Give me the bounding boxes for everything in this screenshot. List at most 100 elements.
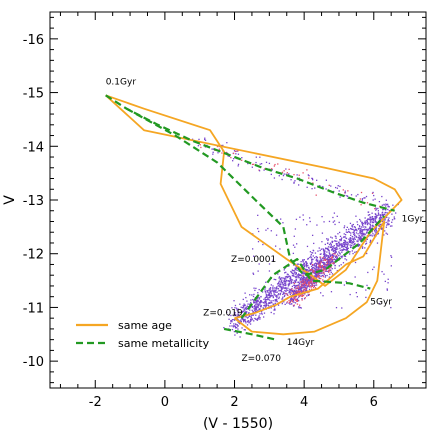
data-point — [384, 230, 386, 232]
data-point — [351, 226, 354, 228]
data-point — [358, 244, 361, 246]
data-point — [315, 269, 317, 272]
data-point — [265, 305, 267, 307]
data-point — [310, 281, 312, 283]
data-point — [327, 246, 330, 248]
series-line-3 — [126, 107, 386, 277]
data-point — [230, 320, 232, 322]
data-point — [294, 286, 296, 288]
data-point — [253, 308, 255, 310]
data-point — [282, 283, 285, 286]
data-point — [355, 215, 357, 217]
data-point — [226, 142, 228, 144]
data-point — [349, 238, 351, 240]
data-point — [233, 319, 236, 321]
data-point — [259, 163, 261, 165]
data-point — [304, 297, 306, 299]
data-point — [391, 213, 393, 215]
data-point — [242, 307, 244, 309]
data-point — [259, 318, 261, 320]
data-point — [268, 162, 271, 165]
data-point — [275, 288, 277, 290]
data-point — [308, 281, 310, 284]
data-point — [305, 280, 307, 282]
data-point — [276, 286, 278, 288]
data-point — [352, 223, 355, 226]
data-point — [221, 152, 223, 154]
data-point — [262, 243, 264, 246]
data-point — [323, 252, 325, 254]
data-point — [296, 174, 298, 176]
data-point — [332, 246, 334, 248]
data-point — [314, 271, 317, 273]
data-point — [273, 291, 275, 294]
data-point — [302, 219, 305, 221]
data-point — [236, 315, 238, 318]
data-point — [296, 284, 299, 287]
data-point — [264, 168, 266, 170]
data-point — [244, 329, 246, 331]
data-point — [347, 247, 349, 249]
data-point — [254, 304, 256, 307]
data-point — [316, 224, 318, 226]
data-point — [312, 281, 315, 283]
data-point — [306, 186, 308, 188]
data-point — [314, 282, 316, 284]
data-point — [288, 290, 291, 293]
data-point — [366, 202, 369, 204]
annotation: 1Gyr — [402, 214, 424, 224]
data-point — [329, 273, 331, 275]
data-point — [259, 156, 261, 158]
data-point — [295, 272, 297, 275]
data-point — [385, 203, 387, 205]
data-point — [251, 309, 253, 311]
data-point — [318, 277, 320, 280]
data-point — [371, 218, 373, 220]
data-point — [391, 225, 393, 227]
data-point — [354, 243, 356, 245]
data-point — [360, 226, 363, 228]
data-point — [293, 181, 295, 183]
data-point — [323, 265, 326, 267]
data-point — [381, 227, 383, 229]
data-point — [356, 240, 358, 242]
data-point — [285, 289, 288, 291]
data-point — [320, 268, 322, 270]
data-point — [309, 269, 312, 272]
data-point — [244, 292, 246, 294]
data-point — [234, 326, 237, 328]
data-point — [302, 281, 305, 283]
data-point — [297, 290, 299, 293]
data-point — [308, 279, 310, 282]
data-point — [360, 235, 362, 238]
data-point — [272, 285, 274, 287]
data-point — [330, 257, 333, 259]
data-point — [256, 306, 258, 308]
data-point — [384, 219, 386, 221]
data-point — [239, 336, 241, 338]
data-point — [319, 261, 321, 263]
data-point — [257, 306, 259, 308]
data-point — [258, 315, 260, 317]
data-point — [342, 249, 345, 251]
data-point — [387, 208, 389, 211]
data-point — [341, 237, 343, 239]
data-point — [299, 278, 302, 281]
data-point — [310, 278, 313, 280]
data-point — [302, 285, 305, 287]
data-point — [252, 300, 255, 302]
data-point — [327, 260, 329, 262]
data-point — [269, 302, 271, 304]
data-point — [375, 227, 378, 229]
data-point — [252, 248, 254, 250]
data-point — [230, 314, 232, 317]
data-point — [364, 222, 366, 224]
data-point — [198, 138, 200, 141]
data-point — [315, 282, 317, 284]
data-point — [307, 285, 309, 287]
data-point — [324, 250, 326, 252]
data-point — [291, 292, 293, 294]
data-point — [269, 301, 271, 304]
data-point — [309, 251, 312, 253]
data-point — [255, 156, 257, 158]
